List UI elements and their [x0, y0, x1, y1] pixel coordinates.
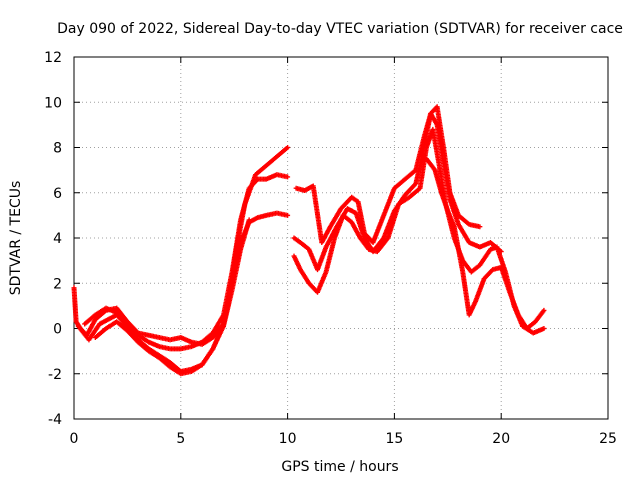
data-point [285, 212, 291, 218]
y-tick-label: -4 [48, 412, 62, 428]
y-tick-label: 10 [44, 95, 62, 111]
series-3 [82, 210, 291, 374]
chart-title: Day 090 of 2022, Sidereal Day-to-day VTE… [57, 21, 623, 37]
y-axis-label: SDTVAR / TECUs [8, 181, 24, 296]
x-axis-label: GPS time / hours [281, 459, 398, 475]
series-4 [92, 217, 252, 377]
x-tick-label: 5 [176, 431, 185, 447]
series-2 [75, 172, 291, 352]
y-tick-label: 8 [53, 141, 62, 157]
data-point [285, 145, 291, 150]
data-point [285, 174, 291, 180]
data-point [246, 217, 252, 223]
series-8 [423, 156, 547, 331]
data-point [541, 307, 547, 313]
grid-lines [74, 57, 608, 419]
x-tick-label: 20 [492, 431, 510, 447]
y-tick-label: 0 [53, 322, 62, 338]
y-tick-label: 4 [53, 231, 62, 247]
y-tick-labels: -4 -2 0 2 4 6 8 10 12 [44, 50, 62, 428]
data-point [477, 224, 483, 230]
data-marks [71, 104, 547, 377]
x-tick-label: 0 [70, 431, 79, 447]
y-tick-label: 6 [53, 186, 62, 202]
axis-ticks [73, 56, 609, 420]
x-tick-label: 25 [599, 431, 617, 447]
y-tick-label: -2 [48, 367, 62, 383]
x-tick-label: 15 [385, 431, 403, 447]
series-6 [291, 111, 504, 273]
data-point [541, 326, 547, 331]
x-tick-labels: 0 5 10 15 20 25 [70, 431, 617, 447]
y-tick-label: 2 [53, 276, 62, 292]
x-tick-label: 10 [279, 431, 297, 447]
y-tick-label: 12 [44, 50, 62, 66]
